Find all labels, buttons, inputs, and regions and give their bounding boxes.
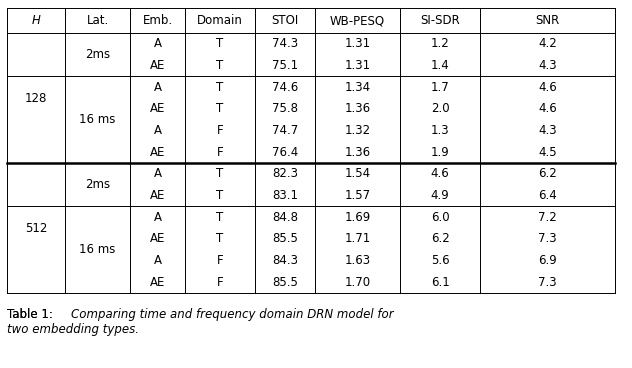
Text: 1.57: 1.57	[344, 189, 370, 202]
Text: F: F	[217, 276, 223, 289]
Text: 7.2: 7.2	[538, 210, 557, 224]
Text: 16 ms: 16 ms	[79, 113, 116, 126]
Text: 76.4: 76.4	[272, 146, 298, 159]
Text: T: T	[216, 37, 224, 50]
Text: 4.5: 4.5	[538, 146, 557, 159]
Text: T: T	[216, 167, 224, 180]
Text: 1.2: 1.2	[430, 37, 449, 50]
Text: Lat.: Lat.	[87, 14, 109, 27]
Text: H: H	[32, 14, 40, 27]
Text: T: T	[216, 189, 224, 202]
Text: 1.9: 1.9	[430, 146, 449, 159]
Text: 84.3: 84.3	[272, 254, 298, 267]
Text: 6.2: 6.2	[538, 167, 557, 180]
Text: Domain: Domain	[197, 14, 243, 27]
Text: Table 1:: Table 1:	[7, 308, 57, 321]
Text: 1.34: 1.34	[344, 81, 370, 94]
Text: A: A	[154, 81, 162, 94]
Text: 2ms: 2ms	[85, 178, 110, 191]
Text: 74.6: 74.6	[272, 81, 298, 94]
Text: 4.6: 4.6	[538, 102, 557, 115]
Text: 1.70: 1.70	[344, 276, 370, 289]
Text: T: T	[216, 81, 224, 94]
Text: 1.4: 1.4	[430, 59, 449, 72]
Text: 1.54: 1.54	[344, 167, 370, 180]
Text: AE: AE	[150, 232, 165, 245]
Text: 2.0: 2.0	[430, 102, 449, 115]
Text: AE: AE	[150, 146, 165, 159]
Text: 7.3: 7.3	[538, 276, 557, 289]
Text: 6.2: 6.2	[430, 232, 449, 245]
Text: Comparing time and frequency domain DRN model for: Comparing time and frequency domain DRN …	[71, 308, 394, 321]
Text: 16 ms: 16 ms	[79, 243, 116, 256]
Text: SNR: SNR	[535, 14, 559, 27]
Text: 1.71: 1.71	[344, 232, 370, 245]
Text: Emb.: Emb.	[142, 14, 173, 27]
Text: F: F	[217, 124, 223, 137]
Text: AE: AE	[150, 102, 165, 115]
Text: AE: AE	[150, 59, 165, 72]
Text: 83.1: 83.1	[272, 189, 298, 202]
Text: 1.69: 1.69	[344, 210, 370, 224]
Text: 1.36: 1.36	[344, 146, 370, 159]
Text: 85.5: 85.5	[272, 276, 298, 289]
Text: 4.9: 4.9	[430, 189, 449, 202]
Text: SI-SDR: SI-SDR	[420, 14, 460, 27]
Text: T: T	[216, 59, 224, 72]
Text: 1.63: 1.63	[344, 254, 370, 267]
Text: 6.0: 6.0	[430, 210, 449, 224]
Text: A: A	[154, 37, 162, 50]
Text: AE: AE	[150, 276, 165, 289]
Text: 1.3: 1.3	[430, 124, 449, 137]
Text: 6.4: 6.4	[538, 189, 557, 202]
Text: 74.7: 74.7	[272, 124, 298, 137]
Text: AE: AE	[150, 189, 165, 202]
Text: 6.1: 6.1	[430, 276, 449, 289]
Text: 75.8: 75.8	[272, 102, 298, 115]
Text: 1.7: 1.7	[430, 81, 449, 94]
Text: 74.3: 74.3	[272, 37, 298, 50]
Text: 6.9: 6.9	[538, 254, 557, 267]
Text: 1.31: 1.31	[344, 59, 370, 72]
Text: STOI: STOI	[271, 14, 299, 27]
Text: 512: 512	[25, 222, 47, 234]
Text: 2ms: 2ms	[85, 48, 110, 61]
Text: 4.3: 4.3	[538, 59, 557, 72]
Text: T: T	[216, 210, 224, 224]
Text: A: A	[154, 210, 162, 224]
Text: 85.5: 85.5	[272, 232, 298, 245]
Text: 75.1: 75.1	[272, 59, 298, 72]
Text: 1.32: 1.32	[344, 124, 370, 137]
Text: A: A	[154, 124, 162, 137]
Text: A: A	[154, 167, 162, 180]
Text: T: T	[216, 232, 224, 245]
Text: two embedding types.: two embedding types.	[7, 323, 139, 336]
Text: 4.3: 4.3	[538, 124, 557, 137]
Text: F: F	[217, 146, 223, 159]
Text: 4.2: 4.2	[538, 37, 557, 50]
Text: 84.8: 84.8	[272, 210, 298, 224]
Text: WB-PESQ: WB-PESQ	[330, 14, 385, 27]
Text: 5.6: 5.6	[430, 254, 449, 267]
Text: 128: 128	[25, 92, 47, 105]
Text: 82.3: 82.3	[272, 167, 298, 180]
Text: 1.31: 1.31	[344, 37, 370, 50]
Text: Table 1:: Table 1:	[7, 308, 57, 321]
Text: A: A	[154, 254, 162, 267]
Text: 7.3: 7.3	[538, 232, 557, 245]
Text: 4.6: 4.6	[538, 81, 557, 94]
Text: F: F	[217, 254, 223, 267]
Text: 4.6: 4.6	[430, 167, 449, 180]
Text: T: T	[216, 102, 224, 115]
Text: 1.36: 1.36	[344, 102, 370, 115]
